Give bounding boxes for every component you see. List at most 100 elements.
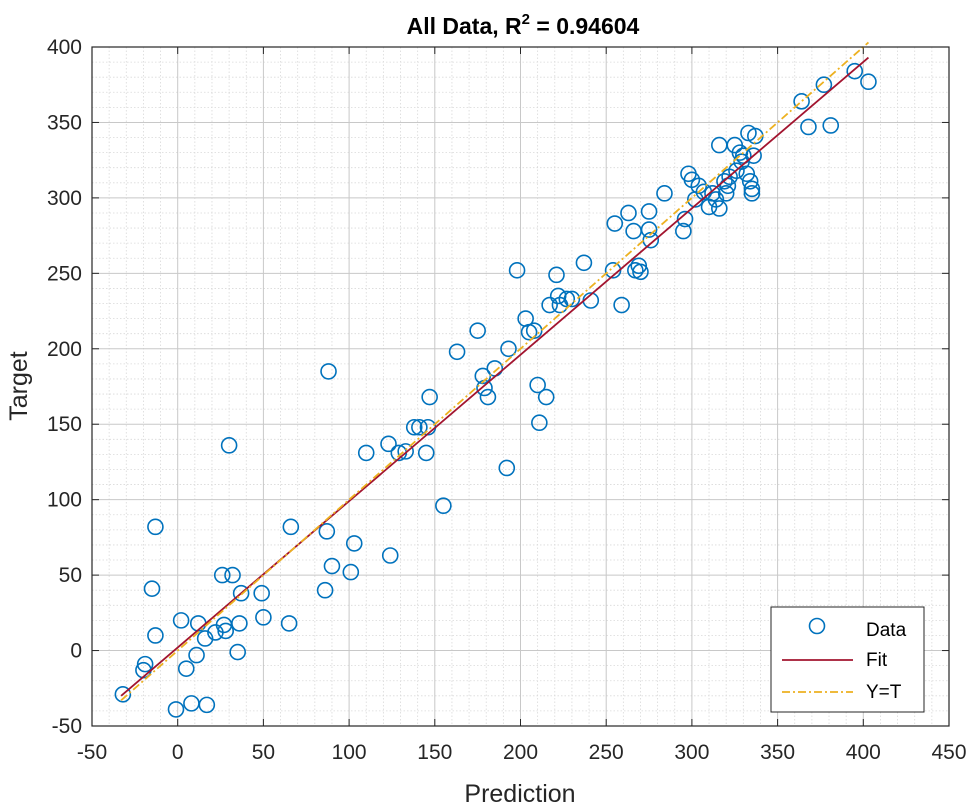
legend-fit-label: Fit: [866, 650, 888, 671]
plot-border: [91, 46, 950, 727]
data-point: [800, 118, 817, 136]
data-point: [563, 290, 581, 308]
legend-data-label: Data: [866, 620, 907, 641]
data-point: [620, 204, 637, 222]
data-point: [717, 185, 735, 202]
x-tick-label: -50: [77, 741, 107, 764]
y-axis-label: Target: [5, 351, 33, 421]
y-tick-label: -50: [52, 715, 82, 738]
y-tick-labels: -50 0 50 100 150 200 250 300 350 400: [47, 36, 82, 738]
data-point: [846, 62, 864, 80]
data-point: [469, 322, 486, 339]
data-point: [613, 296, 630, 314]
data-point: [316, 581, 334, 599]
data-point: [345, 535, 363, 552]
data-point: [822, 117, 840, 134]
data-point: [743, 180, 761, 198]
data-point: [280, 615, 298, 632]
data-point: [656, 185, 673, 202]
data-point: [479, 388, 497, 406]
data-point: [421, 388, 438, 406]
title-superscript: 2: [522, 11, 530, 28]
data-point: [213, 566, 231, 584]
fit-line: [120, 56, 870, 697]
data-point: [220, 437, 238, 454]
y-tick-label: 250: [47, 262, 82, 285]
data-point: [716, 172, 733, 190]
data-point: [231, 615, 248, 632]
y-tick-label: 400: [47, 36, 82, 59]
data-point: [541, 296, 558, 314]
data-point: [711, 200, 728, 217]
y-equals-t-line: [120, 41, 870, 702]
data-point: [640, 203, 658, 220]
data-point: [229, 643, 246, 661]
data-point: [676, 210, 694, 228]
data-point: [707, 191, 725, 208]
data-point: [405, 418, 423, 436]
data-point: [320, 363, 337, 380]
data-point: [224, 566, 241, 584]
x-tick-label: 450: [931, 741, 966, 764]
data-point: [323, 557, 341, 575]
data-point: [198, 696, 216, 714]
data-point: [217, 622, 234, 640]
data-point: [255, 609, 272, 626]
data-point: [793, 93, 810, 110]
y-tick-label: 100: [47, 489, 82, 512]
data-point: [675, 222, 692, 240]
data-point: [417, 444, 435, 462]
data-point: [357, 444, 375, 462]
data-point: [640, 221, 658, 238]
data-point: [147, 627, 164, 644]
x-tick-label: 150: [417, 741, 452, 764]
data-point: [815, 76, 833, 94]
x-tick-label: 400: [846, 741, 881, 764]
y-tick-label: 300: [47, 187, 82, 210]
y-tick-label: 50: [59, 564, 82, 587]
data-point: [738, 165, 756, 183]
data-point: [606, 215, 624, 232]
data-point: [143, 580, 161, 597]
x-tick-label: 50: [252, 741, 275, 764]
data-point: [342, 563, 360, 581]
data-point: [136, 655, 154, 673]
x-tick-label: 100: [332, 741, 367, 764]
data-point: [529, 376, 546, 394]
data-point: [196, 630, 214, 647]
data-point: [188, 646, 205, 664]
data-point: [632, 263, 649, 281]
data-point: [172, 612, 190, 629]
title-main: All Data, R: [407, 13, 522, 39]
data-point: [745, 147, 762, 164]
data-point: [735, 147, 752, 164]
y-tick-label: 350: [47, 111, 82, 134]
x-tick-label: 350: [760, 741, 795, 764]
data-point: [525, 322, 543, 339]
data-point: [318, 523, 336, 540]
data-point: [167, 701, 185, 718]
chart-title: All Data, R2 = 0.94604: [407, 11, 640, 39]
x-tick-label: 300: [674, 741, 709, 764]
data-point: [531, 414, 548, 432]
data-point: [397, 443, 414, 460]
data-point: [728, 162, 745, 180]
legend: Data Fit Y=T: [770, 606, 925, 713]
x-axis-label: Prediction: [464, 780, 575, 808]
data-point: [741, 172, 759, 190]
y-tick-label: 200: [47, 338, 82, 361]
x-tick-label: 200: [503, 741, 538, 764]
data-point: [282, 518, 300, 536]
data-point: [575, 254, 593, 272]
x-tick-label: 0: [172, 741, 184, 764]
series-layer: [114, 41, 877, 718]
data-point: [630, 257, 648, 275]
data-point: [500, 340, 517, 358]
y-tick-label: 0: [70, 640, 82, 663]
data-point: [114, 686, 132, 703]
data-point: [381, 547, 399, 564]
legend-yt-label: Y=T: [866, 682, 902, 703]
data-point: [548, 266, 565, 284]
data-point: [435, 497, 452, 515]
data-point: [411, 418, 428, 436]
